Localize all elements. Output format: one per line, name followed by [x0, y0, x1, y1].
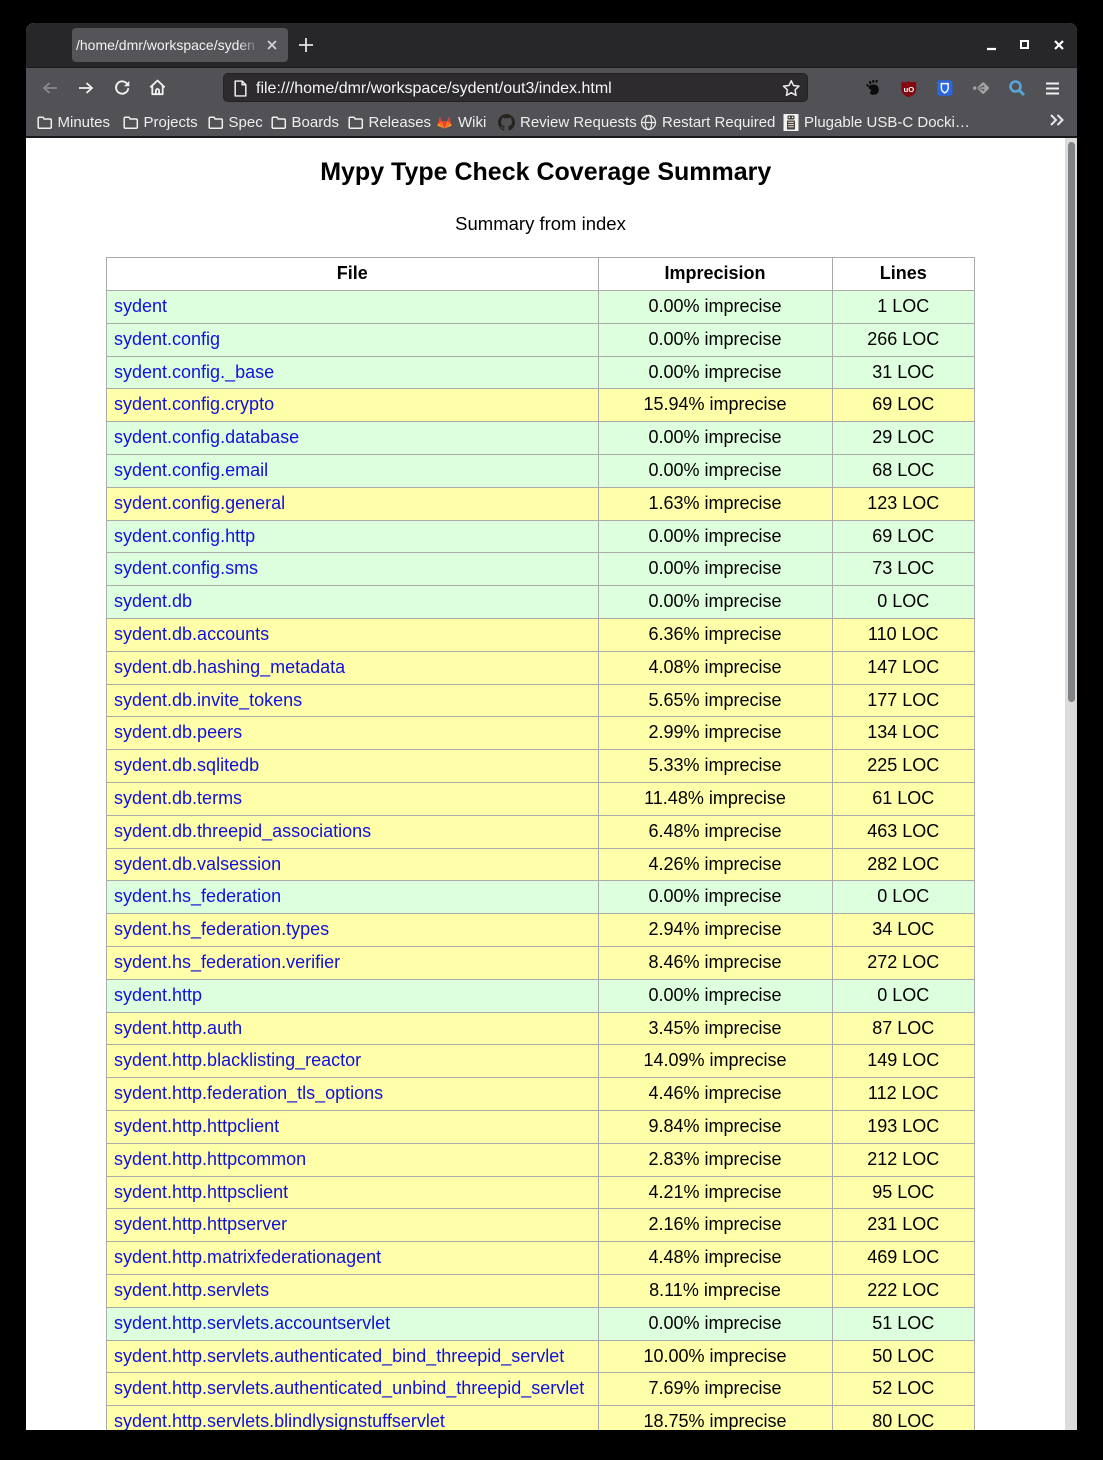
svg-text:uO: uO	[904, 84, 915, 93]
